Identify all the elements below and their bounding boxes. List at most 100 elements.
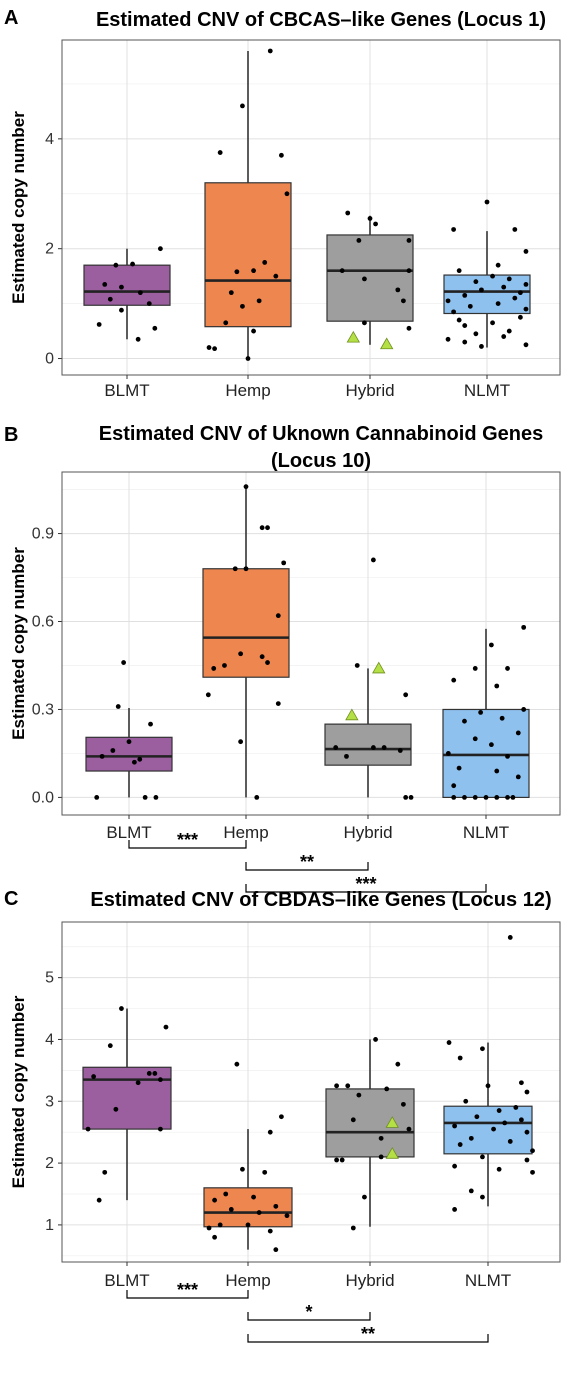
data-point [505, 666, 510, 671]
data-point [502, 1120, 508, 1126]
data-point [267, 1228, 273, 1234]
data-point [457, 1055, 463, 1061]
data-point [339, 268, 345, 274]
data-point [521, 624, 527, 630]
data-point [113, 1106, 119, 1112]
data-point [265, 660, 270, 665]
triangle-marker [372, 661, 386, 674]
data-point [137, 756, 143, 762]
data-point [485, 1083, 491, 1089]
triangle-marker [380, 337, 394, 350]
data-point [102, 1169, 108, 1175]
data-point [472, 666, 478, 671]
data-point [113, 262, 119, 268]
data-point [339, 1157, 345, 1163]
x-tick-label: NLMT [465, 1271, 511, 1290]
data-point [395, 1061, 401, 1067]
data-point [406, 325, 412, 331]
data-point [518, 1080, 524, 1086]
plot-border [61, 921, 561, 1263]
data-point [284, 1213, 290, 1219]
data-point [259, 525, 265, 531]
data-point [456, 268, 462, 274]
y-tick-label: 4 [45, 131, 54, 148]
data-point [463, 1098, 469, 1104]
y-tick-label: 0.0 [32, 789, 54, 806]
data-point [256, 298, 262, 304]
panel-letter: A [4, 7, 18, 29]
significance-label: *** [177, 830, 198, 850]
data-point [490, 273, 495, 279]
box-hemp [204, 182, 292, 328]
data-point [126, 739, 132, 745]
plot-border [61, 471, 561, 816]
data-point [523, 306, 529, 312]
box-nlmt [443, 274, 531, 315]
data-point [451, 677, 457, 683]
data-point [251, 268, 256, 274]
data-point [334, 1157, 340, 1163]
data-point [479, 287, 484, 293]
data-point [403, 795, 409, 800]
y-tick-label: 1 [45, 1217, 54, 1234]
data-point [212, 1234, 218, 1240]
data-point [273, 1247, 279, 1253]
data-point [238, 651, 244, 657]
data-point [452, 1123, 458, 1129]
data-point [238, 739, 244, 745]
data-point [472, 795, 478, 800]
data-point [234, 269, 240, 275]
data-point [406, 268, 412, 274]
data-point [456, 765, 462, 771]
data-point [345, 1083, 351, 1089]
data-point [99, 753, 105, 759]
x-tick-label: NLMT [464, 381, 510, 400]
data-point [499, 715, 505, 721]
y-tick-label: 2 [45, 241, 54, 258]
triangle-marker [346, 330, 360, 343]
data-point [445, 336, 451, 342]
data-point [512, 295, 518, 301]
data-point [232, 566, 238, 572]
data-point [275, 613, 281, 619]
data-point [491, 1126, 496, 1132]
y-axis-label: Estimated copy number [9, 547, 28, 740]
data-point [462, 292, 468, 298]
chart-title: Estimated CNV of CBCAS–like Genes (Locus… [96, 9, 546, 31]
data-point [370, 745, 376, 750]
data-point [496, 1108, 502, 1113]
data-point [468, 1135, 474, 1141]
x-tick-label: Hemp [223, 823, 268, 842]
y-tick-label: 0.9 [32, 526, 54, 543]
box-hybrid [324, 723, 412, 766]
data-point [462, 718, 467, 724]
data-point [408, 795, 414, 800]
data-point [367, 216, 373, 221]
box-blmt [82, 1066, 172, 1130]
chart-title: Estimated CNV of Uknown Cannabinoid Gene… [99, 423, 544, 445]
data-point [259, 654, 265, 660]
y-tick-label: 5 [45, 970, 54, 987]
data-point [228, 1207, 234, 1212]
data-point [370, 557, 376, 563]
data-point [480, 1154, 485, 1160]
x-tick-label: BLMT [104, 1271, 149, 1290]
data-point [362, 276, 367, 282]
data-point [135, 1080, 141, 1086]
panel-c: C Estimated CNV of CBDAS–like Genes (Locu… [4, 888, 561, 1344]
data-point [262, 1169, 268, 1175]
data-point [462, 323, 468, 328]
panel-a: A Estimated CNV of CBCAS–like Genes (Locu… [4, 7, 561, 400]
data-point [137, 290, 143, 296]
data-point [400, 1101, 406, 1107]
data-point [243, 484, 249, 490]
data-point [478, 709, 484, 715]
data-point [384, 1086, 390, 1092]
data-point [267, 48, 273, 54]
data-point [395, 287, 401, 293]
data-point [462, 795, 467, 800]
data-point [530, 1148, 535, 1154]
data-point [240, 303, 245, 309]
data-point [142, 795, 148, 800]
data-point [157, 1077, 163, 1083]
